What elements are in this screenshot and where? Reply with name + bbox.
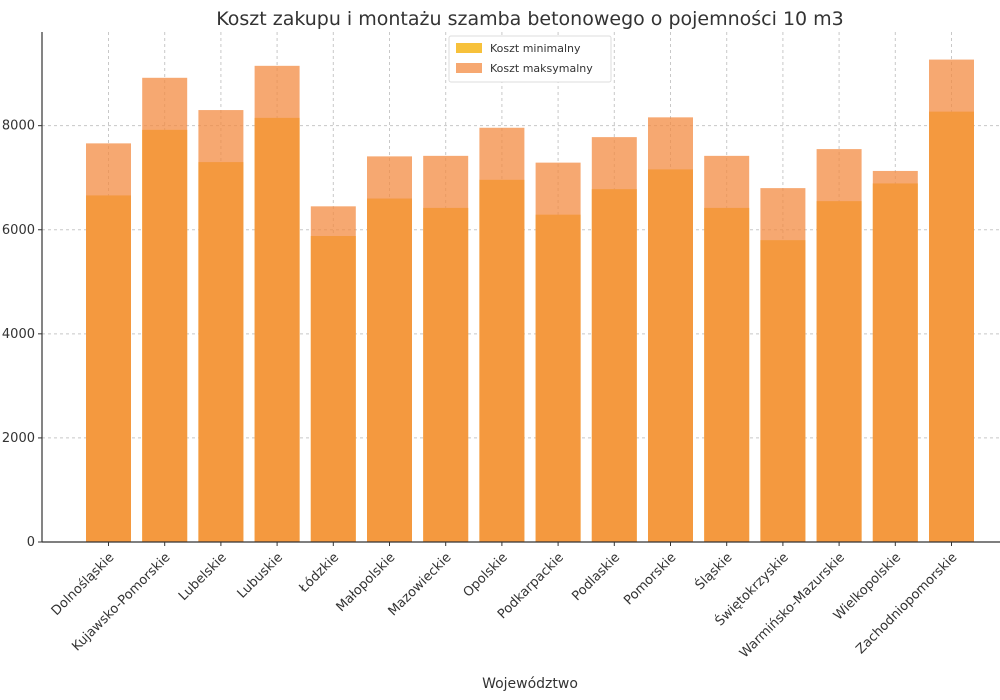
y-tick-label: 6000: [2, 223, 35, 238]
bar-max: [591, 137, 637, 543]
bar-max: [760, 188, 806, 543]
x-tick-label: Śląskie: [692, 550, 736, 594]
bar-max: [648, 117, 693, 543]
bar-max: [198, 110, 244, 543]
bar-max: [367, 156, 412, 542]
legend: Koszt minimalny Koszt maksymalny: [448, 35, 612, 83]
x-tick-label: Zachodniopomorskie: [853, 550, 960, 657]
bar-max: [872, 170, 918, 542]
x-tick-label: Lubelskie: [176, 550, 230, 604]
x-tick-label: Opolskie: [461, 550, 511, 600]
bar-max: [254, 65, 300, 542]
legend-swatch-max: [456, 63, 482, 73]
y-tick-labels: 0 2000 4000 6000 8000: [2, 119, 42, 550]
bar-max: [535, 162, 581, 543]
y-tick-label: 4000: [2, 327, 35, 342]
y-tick-label: 0: [27, 535, 35, 550]
x-tick-label: Lubuskie: [235, 550, 286, 601]
bar-max: [142, 77, 188, 542]
series-max-bars: [86, 59, 974, 543]
bar-max: [479, 127, 525, 543]
x-tick-label: Kujawsko-Pomorskie: [69, 550, 173, 654]
bar-max: [704, 155, 750, 542]
bar-max: [310, 206, 356, 542]
bar-max: [929, 59, 974, 542]
legend-swatch-min: [456, 43, 482, 53]
y-tick-label: 2000: [2, 431, 35, 446]
legend-label-max: Koszt maksymalny: [490, 62, 593, 75]
x-tick-label: Podlaskie: [569, 550, 623, 604]
bar-max: [423, 155, 469, 542]
legend-box: [448, 35, 612, 83]
bar-max: [86, 143, 131, 542]
x-tick-label: Łódzkie: [296, 550, 342, 596]
legend-label-min: Koszt minimalny: [490, 42, 581, 55]
x-axis-label: Województwo: [482, 676, 578, 692]
y-tick-label: 8000: [2, 119, 35, 134]
chart-title: Koszt zakupu i montażu szamba betonowego…: [216, 8, 844, 30]
x-tick-label: Warmińsko-Mazurskie: [737, 550, 848, 661]
x-tick-label: Pomorskie: [621, 550, 679, 608]
bar-max: [816, 149, 862, 542]
